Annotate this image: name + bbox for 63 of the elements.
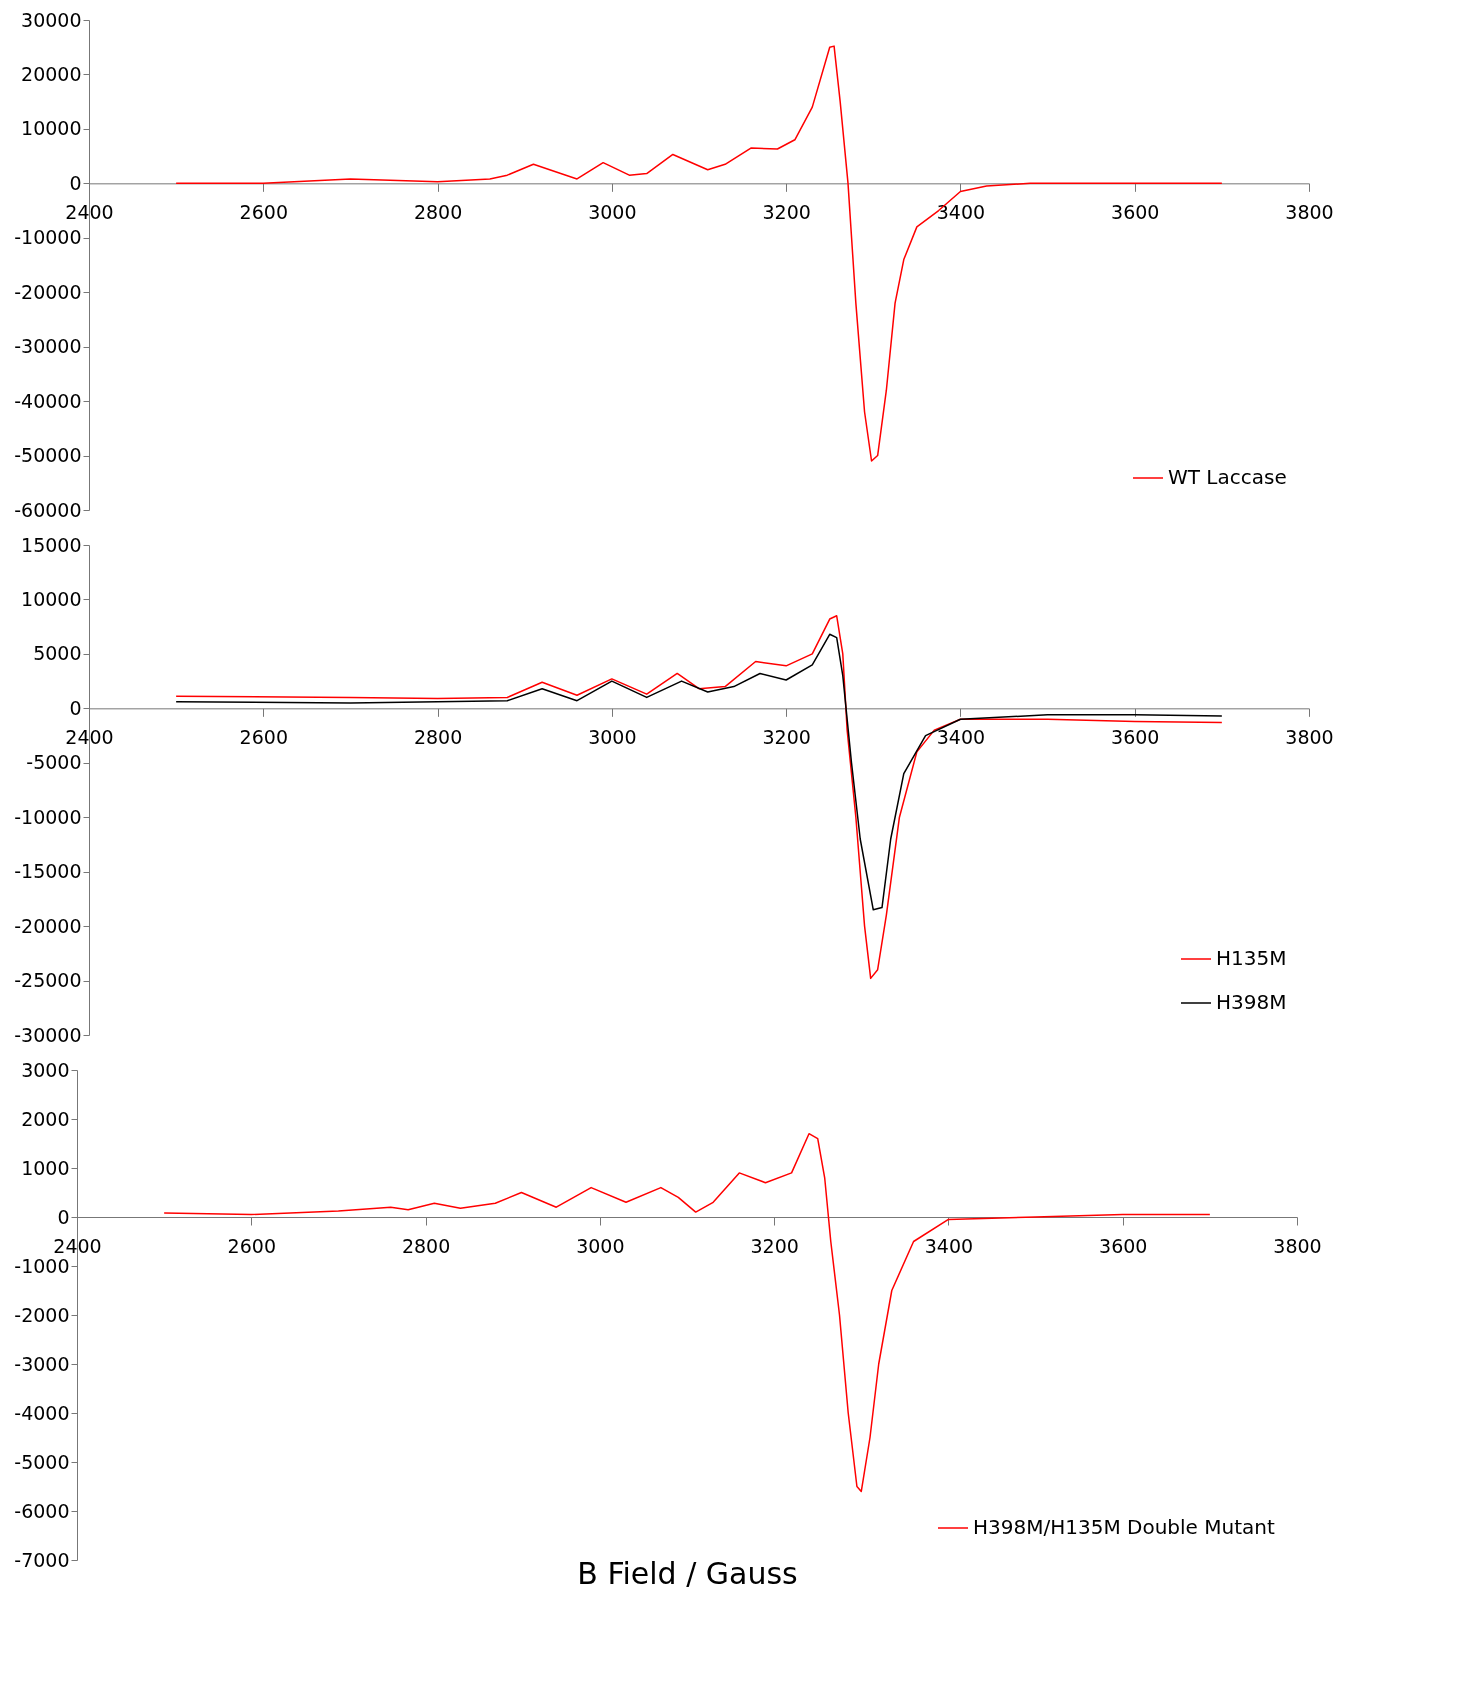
- x-tick-label: 3800: [1273, 1234, 1322, 1257]
- x-tick-label: 2400: [65, 200, 114, 223]
- y-tick-label: -5000: [14, 1450, 70, 1473]
- y-tick-label: 0: [69, 171, 82, 194]
- y-tick-label: 1000: [21, 1156, 70, 1179]
- y-tick-label: -50000: [14, 444, 82, 467]
- y-tick-label: 30000: [21, 8, 82, 31]
- y-tick-label: -40000: [14, 389, 82, 412]
- y-tick-label: -30000: [14, 1023, 82, 1046]
- y-tick-label: -10000: [14, 805, 82, 828]
- x-tick-label: 3400: [936, 725, 986, 748]
- y-tick-label: 3000: [21, 1058, 70, 1081]
- y-tick-label: -7000: [14, 1548, 70, 1571]
- x-tick-label: 2600: [239, 725, 288, 748]
- y-tick-label: -25000: [14, 969, 82, 992]
- y-tick-label: -10000: [14, 226, 82, 249]
- y-tick-label: -1000: [14, 1254, 70, 1277]
- x-tick-label: 3400: [924, 1234, 974, 1257]
- y-tick-label: 10000: [21, 587, 82, 610]
- y-tick-label: -30000: [14, 335, 82, 358]
- y-tick-label: -60000: [14, 498, 82, 521]
- x-tick-label: 3600: [1099, 1234, 1148, 1257]
- x-tick-label: 2600: [227, 1234, 276, 1257]
- line-series: [175, 633, 1223, 911]
- x-tick-label: 3800: [1285, 200, 1334, 223]
- x-tick-label: 3000: [576, 1234, 625, 1257]
- x-tick-label: 2400: [53, 1234, 102, 1257]
- y-tick-label: 5000: [33, 642, 82, 665]
- legend-label: H398M/H135M Double Mutant: [973, 1515, 1275, 1539]
- x-tick-label: 2800: [413, 725, 463, 748]
- legend-label: H135M: [1216, 946, 1287, 970]
- y-tick-label: -4000: [14, 1401, 70, 1424]
- y-tick-label: 2000: [21, 1107, 70, 1130]
- x-tick-label: 3200: [750, 1234, 799, 1257]
- y-tick-label: 0: [57, 1205, 70, 1228]
- x-tick-label: 3000: [588, 725, 637, 748]
- y-tick-label: 10000: [21, 117, 82, 140]
- legend-label: H398M: [1216, 990, 1287, 1014]
- x-tick-label: 3400: [936, 200, 986, 223]
- x-tick-label: 3800: [1285, 725, 1334, 748]
- x-tick-label: 3200: [762, 200, 811, 223]
- y-tick-label: -20000: [14, 280, 82, 303]
- y-tick-label: -6000: [14, 1499, 70, 1522]
- x-tick-label: 2600: [239, 200, 288, 223]
- y-tick-label: 0: [69, 696, 82, 719]
- x-tick-label: 3600: [1111, 200, 1160, 223]
- y-tick-label: -20000: [14, 914, 82, 937]
- x-tick-label: 3200: [762, 725, 811, 748]
- legend-label: WT Laccase: [1168, 465, 1287, 489]
- x-tick-label: 2800: [413, 200, 463, 223]
- x-tick-label: 2800: [401, 1234, 451, 1257]
- y-tick-label: 20000: [21, 62, 82, 85]
- y-tick-label: -15000: [14, 860, 82, 883]
- x-tick-label: 3000: [588, 200, 637, 223]
- x-axis-title: B Field / Gauss: [577, 1555, 798, 1591]
- x-tick-label: 3600: [1111, 725, 1160, 748]
- y-tick-label: 15000: [21, 533, 82, 556]
- x-tick-label: 2400: [65, 725, 114, 748]
- line-series: [163, 1132, 1211, 1493]
- y-tick-label: -5000: [26, 751, 82, 774]
- line-series: [175, 45, 1223, 462]
- y-tick-label: -3000: [14, 1352, 70, 1375]
- y-tick-label: -2000: [14, 1303, 70, 1326]
